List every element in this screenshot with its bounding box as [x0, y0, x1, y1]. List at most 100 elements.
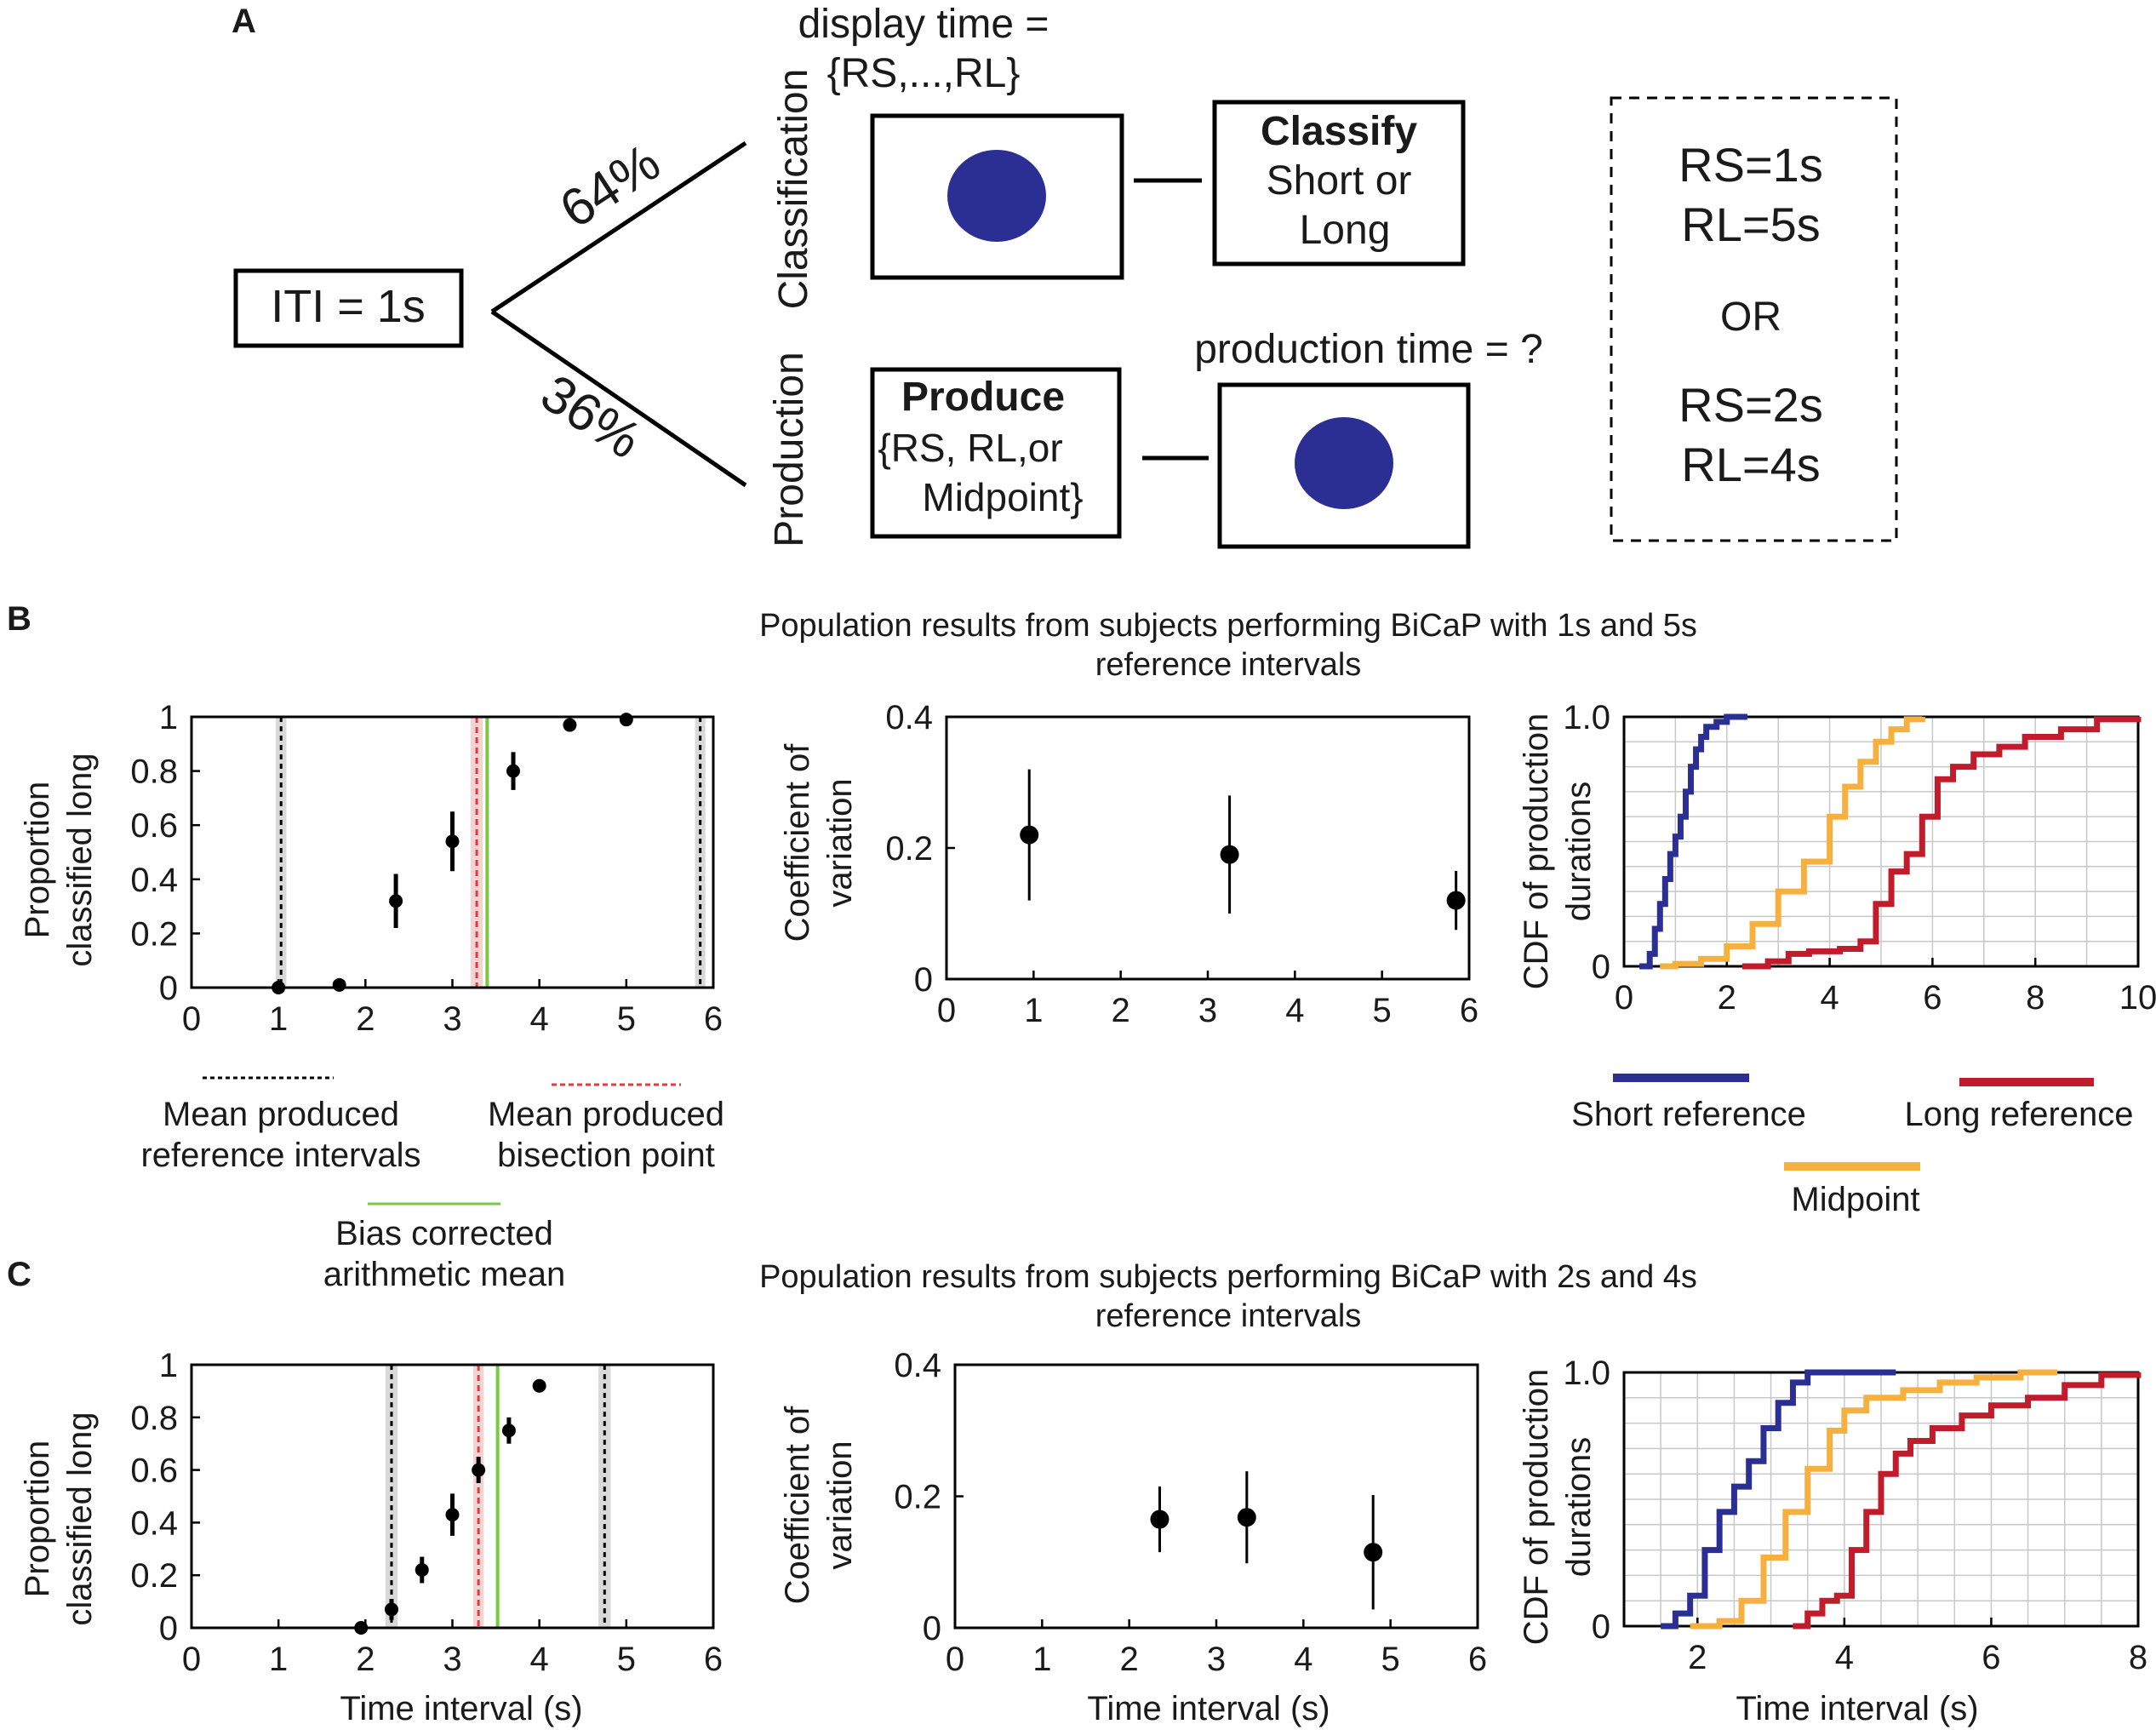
c1-data-point [472, 1463, 486, 1477]
legend-bias-line1: Bias corrected [335, 1215, 553, 1252]
chart-c2-coefficient-variation: 0 1 2 3 4 5 6 0 0.2 0.4 [894, 1347, 1487, 1678]
panel-b: B Population results from subjects perfo… [7, 600, 2156, 1293]
c2-ylabel-line1: Coefficient of [779, 1406, 816, 1605]
chart-b3-cdf-production: 0 2 4 6 8 10 0 1.0 [1563, 699, 2156, 1017]
b3-xtick-label: 8 [2026, 979, 2044, 1017]
b2-ytick-label: 0.2 [885, 830, 933, 868]
b1-xtick-label: 5 [617, 1000, 636, 1038]
c2-xtick-label: 4 [1294, 1641, 1312, 1678]
c2-xtick-label: 1 [1032, 1641, 1051, 1678]
c3-ylabel-line2: durations [1560, 1437, 1598, 1578]
legend-mean-bis-line1: Mean produced [488, 1096, 724, 1133]
iti-label: ITI = 1s [271, 281, 426, 332]
b2-ytick-label: 0 [914, 961, 933, 999]
chart-c3-cdf-production: 2 4 6 8 0 1.0 [1563, 1355, 2147, 1676]
legend-mean-bis-line2: bisection point [497, 1137, 715, 1174]
c2-ytick-label: 0 [923, 1610, 941, 1647]
c2-ytick-label: 0.2 [894, 1479, 941, 1516]
c2-data-point [1150, 1509, 1170, 1529]
c2-data-point [1237, 1508, 1256, 1527]
b3-ytick-label: 1.0 [1563, 699, 1610, 736]
c1-ytick-label: 1 [159, 1347, 178, 1384]
produce-box [870, 367, 1122, 539]
c3-xtick-label: 6 [1982, 1639, 2000, 1676]
classify-line2: Long [1300, 208, 1391, 253]
display-time-line2: {RS,...,RL} [827, 51, 1021, 96]
b1-data-point [506, 764, 521, 778]
branch-production-label: Production [767, 352, 812, 547]
c3-ylabel-line1: CDF of production [1518, 1369, 1555, 1646]
c1-data-point [445, 1508, 460, 1522]
c1-ytick-label: 0.8 [130, 1400, 178, 1437]
c1-data-point [501, 1424, 516, 1438]
b3-ylabel-line2: durations [1560, 782, 1598, 922]
b1-data-point [332, 977, 346, 992]
c2-axes-frame [953, 1363, 1479, 1630]
c1-data-point [354, 1621, 369, 1635]
or-label: OR [1720, 295, 1781, 340]
b1-xtick-label: 3 [443, 1000, 461, 1038]
b1-xtick-label: 2 [356, 1000, 375, 1038]
legend-mean-ref-line2: reference intervals [140, 1137, 420, 1174]
legend-mean-ref-line1: Mean produced [163, 1096, 399, 1133]
b2-ytick-label: 0.4 [885, 699, 933, 736]
branch-classification-label: Classification [771, 69, 816, 310]
b2-ylabel-line2: variation [821, 778, 859, 907]
panel-b-title-line2: reference intervals [1095, 647, 1362, 683]
b1-xtick-label: 4 [530, 1000, 549, 1038]
stimulus-dot-classification [947, 150, 1046, 242]
panel-c: C Population results from subjects perfo… [7, 1256, 2147, 1727]
b1-xtick-label: 0 [182, 1000, 201, 1038]
b1-ylabel-line1: Proportion [19, 782, 56, 939]
b1-xtick-label: 6 [704, 1000, 723, 1038]
c1-bisection-shade [473, 1365, 484, 1628]
b2-xtick-label: 3 [1198, 992, 1217, 1029]
panel-b-label: B [7, 600, 31, 638]
legend-long-label: Long reference [1904, 1096, 2133, 1133]
b3-series-short-reference [1639, 713, 1747, 970]
panel-a: A ITI = 1s 64% 36% Classification Produc… [232, 2, 1898, 549]
b1-ytick-label: 0.8 [130, 753, 178, 791]
c3-xtick-label: 2 [1688, 1639, 1707, 1676]
iti-box [233, 268, 464, 348]
c3-xtick-label: 4 [1835, 1639, 1854, 1676]
b1-data-point [389, 894, 403, 908]
b2-xtick-label: 6 [1460, 992, 1478, 1029]
b2-xtick-label: 5 [1373, 992, 1392, 1029]
c2-ytick-label: 0.4 [894, 1347, 941, 1384]
c1-xlabel: Time interval (s) [340, 1690, 582, 1727]
b3-axes-frame [1622, 715, 2140, 968]
rs-value-1: RS=1s [1678, 138, 1823, 192]
b2-xtick-label: 1 [1024, 992, 1043, 1029]
rl-value-1: RL=5s [1681, 198, 1820, 251]
pct-classification: 64% [550, 133, 671, 239]
produce-title: Produce [901, 375, 1065, 420]
c3-series-long-reference [1793, 1372, 2142, 1630]
b1-data-point [563, 718, 577, 732]
b3-ytick-label: 0 [1592, 948, 1610, 986]
production-time-label: production time = ? [1194, 327, 1543, 372]
rl-value-2: RL=4s [1681, 438, 1820, 491]
c1-ytick-label: 0.4 [130, 1504, 178, 1542]
c1-ylabel-line2: classified long [61, 1412, 99, 1625]
c1-data-point [384, 1602, 398, 1617]
c1-xtick-label: 2 [356, 1641, 375, 1678]
rs-value-2: RS=2s [1678, 378, 1823, 432]
legend-bias-line2: arithmetic mean [323, 1256, 566, 1293]
produce-line1: {RS, RL,or [878, 426, 1062, 470]
b2-data-point [1446, 891, 1466, 910]
b1-ytick-label: 0 [159, 970, 178, 1007]
c2-xtick-label: 5 [1381, 1641, 1400, 1678]
b3-xtick-label: 0 [1615, 979, 1633, 1017]
classify-box [1212, 100, 1466, 266]
c2-ylabel-line2: variation [821, 1441, 859, 1569]
c2-xtick-label: 2 [1120, 1641, 1139, 1678]
b2-xtick-label: 0 [937, 992, 956, 1029]
b3-series-midpoint [1660, 716, 1925, 970]
panel-a-label: A [232, 3, 256, 40]
c3-series-midpoint [1690, 1369, 2058, 1630]
c1-xtick-label: 3 [443, 1641, 461, 1678]
chart-c1-proportion-long: 0 1 2 3 4 5 6 0 0.2 0.4 0.6 0.8 1 [130, 1347, 723, 1678]
b3-xtick-label: 4 [1820, 979, 1839, 1017]
c2-xtick-label: 0 [946, 1641, 964, 1678]
